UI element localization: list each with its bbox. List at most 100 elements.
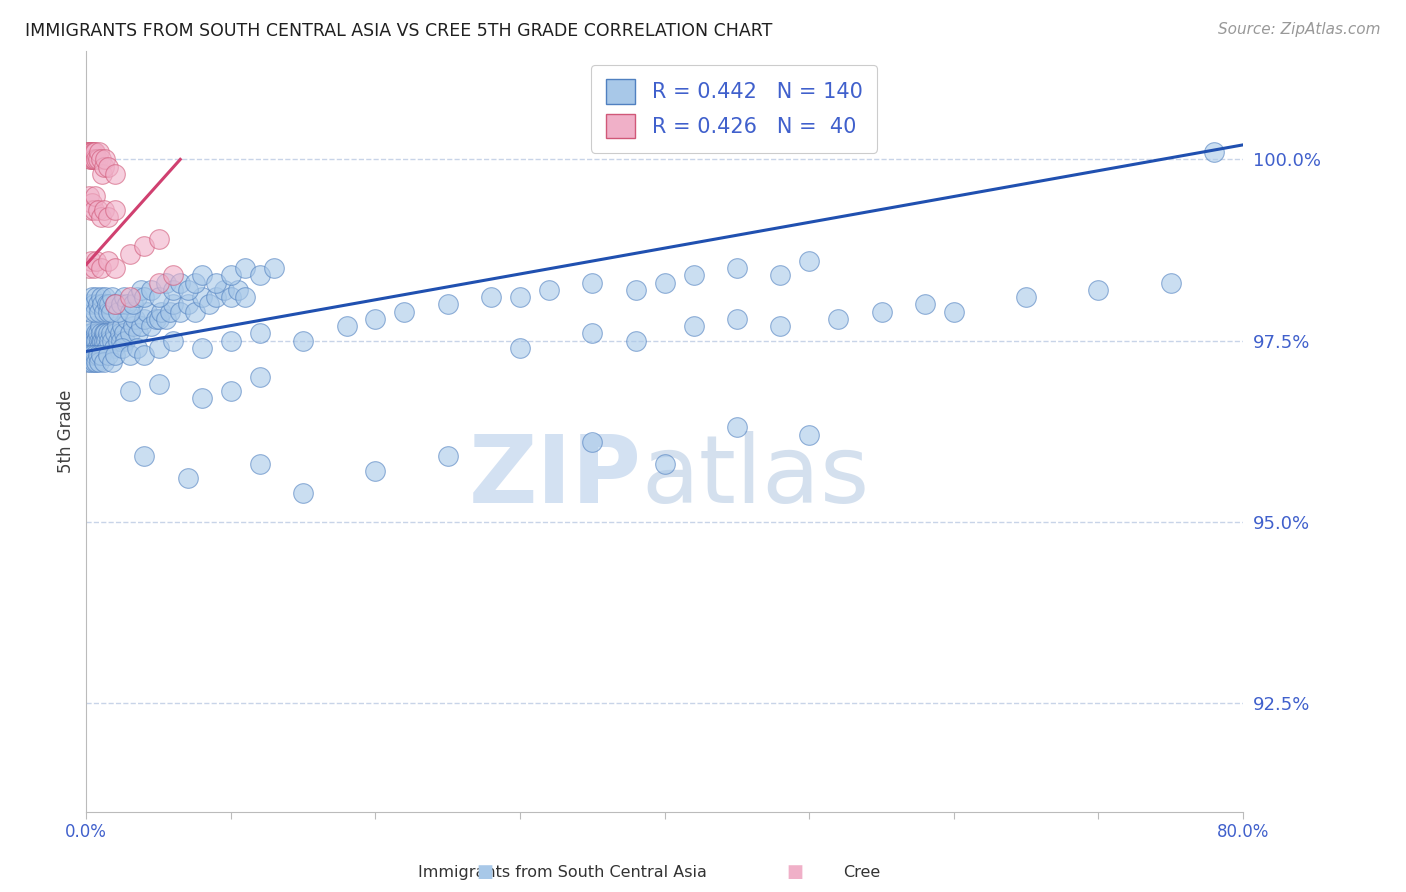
Point [155, 311, 177, 326]
Point [624, 334, 647, 348]
Point [93, 304, 115, 318]
Point [799, 253, 821, 268]
Point [80, 341, 103, 355]
Point [581, 276, 603, 290]
Point [1087, 283, 1109, 297]
Point [79, 203, 101, 218]
Point [191, 290, 214, 304]
Point [87, 153, 110, 167]
Point [654, 276, 676, 290]
Point [205, 290, 228, 304]
Point [112, 326, 135, 341]
Point [100, 304, 122, 318]
Point [87, 297, 110, 311]
Point [134, 239, 156, 253]
Point [82, 153, 104, 167]
Point [79, 153, 101, 167]
Point [79, 334, 101, 348]
Point [725, 261, 748, 276]
Point [682, 319, 704, 334]
Point [124, 311, 146, 326]
Point [87, 334, 110, 348]
Point [249, 268, 271, 283]
Point [89, 319, 111, 334]
Point [79, 145, 101, 160]
Point [94, 334, 117, 348]
Point [118, 384, 141, 399]
Point [104, 297, 127, 311]
Point [79, 253, 101, 268]
Point [83, 297, 105, 311]
Point [104, 203, 127, 218]
Point [80, 195, 103, 210]
Point [89, 355, 111, 369]
Text: IMMIGRANTS FROM SOUTH CENTRAL ASIA VS CREE 5TH GRADE CORRELATION CHART: IMMIGRANTS FROM SOUTH CENTRAL ASIA VS CR… [25, 22, 773, 40]
Point [115, 311, 138, 326]
Text: atlas: atlas [641, 431, 870, 523]
Point [94, 290, 117, 304]
Point [93, 326, 115, 341]
Point [292, 334, 315, 348]
Point [176, 283, 198, 297]
Point [141, 283, 163, 297]
Point [914, 297, 936, 311]
Point [77, 188, 100, 202]
Point [96, 297, 118, 311]
Point [1160, 276, 1182, 290]
Point [101, 334, 124, 348]
Point [191, 268, 214, 283]
Point [83, 319, 105, 334]
Point [121, 319, 143, 334]
Point [115, 297, 138, 311]
Point [97, 253, 120, 268]
Point [90, 211, 112, 225]
Point [219, 334, 242, 348]
Point [97, 211, 120, 225]
Point [118, 246, 141, 260]
Point [191, 341, 214, 355]
Point [93, 203, 115, 218]
Point [118, 290, 141, 304]
Point [83, 261, 105, 276]
Point [76, 145, 98, 160]
Point [107, 304, 129, 318]
Point [148, 232, 170, 246]
Point [87, 326, 110, 341]
Point [364, 464, 387, 478]
Point [125, 341, 148, 355]
Point [79, 326, 101, 341]
Point [870, 304, 893, 318]
Point [77, 145, 100, 160]
Point [769, 319, 792, 334]
Point [509, 290, 531, 304]
Point [84, 326, 107, 341]
Point [624, 283, 647, 297]
Point [148, 290, 170, 304]
Point [176, 471, 198, 485]
Point [108, 326, 131, 341]
Point [537, 283, 560, 297]
Point [90, 153, 112, 167]
Point [84, 304, 107, 318]
Point [436, 450, 458, 464]
Point [436, 297, 458, 311]
Point [89, 304, 111, 318]
Point [110, 297, 132, 311]
Point [129, 319, 152, 334]
Point [183, 304, 205, 318]
Point [79, 355, 101, 369]
Point [83, 341, 105, 355]
Point [84, 334, 107, 348]
Point [148, 311, 170, 326]
Point [134, 290, 156, 304]
Point [118, 326, 141, 341]
Point [90, 326, 112, 341]
Point [942, 304, 965, 318]
Point [84, 188, 107, 202]
Text: ■: ■ [477, 863, 494, 881]
Point [97, 326, 120, 341]
Point [91, 167, 114, 181]
Point [581, 434, 603, 449]
Point [83, 203, 105, 218]
Point [111, 319, 134, 334]
